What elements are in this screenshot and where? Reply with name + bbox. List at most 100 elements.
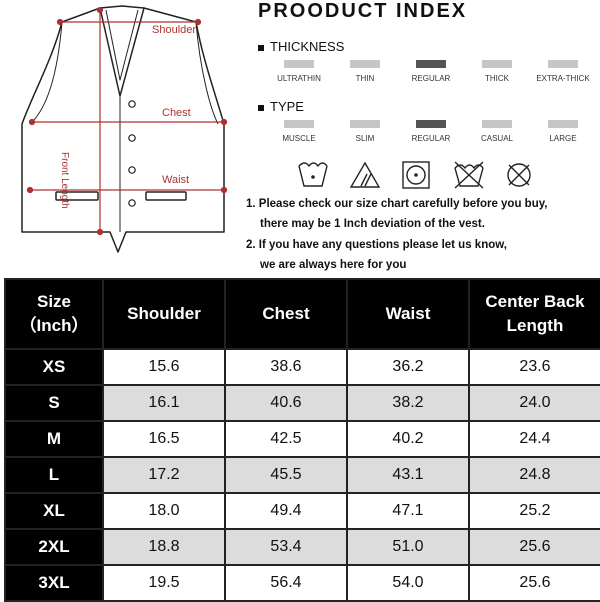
- waist-cell: 36.2: [346, 348, 470, 386]
- thickness-bar-selected: [416, 60, 446, 68]
- care-icons: [296, 160, 536, 192]
- front-length-label: Front Length: [59, 152, 70, 209]
- shoulder-cell: 15.6: [102, 348, 226, 386]
- size-cell: XL: [4, 492, 104, 530]
- table-row: XL 18.0 49.4 47.1 25.2: [4, 492, 600, 530]
- chest-cell: 38.6: [224, 348, 348, 386]
- no-dry-clean-icon: [454, 161, 484, 189]
- thickness-bar: [284, 60, 314, 68]
- type-option: SLIM: [332, 120, 398, 143]
- type-heading: TYPE: [258, 99, 304, 114]
- no-iron-icon: [507, 163, 531, 187]
- waist-cell: 38.2: [346, 384, 470, 422]
- note-1-line-2: there may be 1 Inch deviation of the ves…: [260, 218, 485, 230]
- note-2-line-1: 2. If you have any questions please let …: [246, 239, 507, 251]
- table-row: 2XL 18.8 53.4 51.0 25.6: [4, 528, 600, 566]
- type-bar: [482, 120, 512, 128]
- thickness-caption: THICK: [485, 74, 509, 83]
- note-1-line-1: 1. Please check our size chart carefully…: [246, 198, 548, 210]
- header-chest: Chest: [224, 278, 348, 350]
- vest-diagram: Shoulder Chest Waist Front Length: [0, 0, 240, 270]
- size-cell: L: [4, 456, 104, 494]
- size-cell: 2XL: [4, 528, 104, 566]
- chest-cell: 45.5: [224, 456, 348, 494]
- bullet-square-icon: [258, 44, 264, 51]
- chest-cell: 42.5: [224, 420, 348, 458]
- header-waist: Waist: [346, 278, 470, 350]
- type-bar: [350, 120, 380, 128]
- type-caption: SLIM: [355, 134, 375, 143]
- note-2-line-2: we are always here for you: [260, 259, 407, 271]
- thickness-caption: EXTRA-THICK: [536, 74, 590, 83]
- type-scale: MUSCLE SLIM REGULAR CASUAL LARGE: [266, 120, 596, 150]
- type-bar: [284, 120, 314, 128]
- product-index-title: PROODUCT INDEX: [258, 0, 468, 22]
- shoulder-cell: 18.0: [102, 492, 226, 530]
- length-cell: 24.0: [468, 384, 600, 422]
- thickness-bar: [548, 60, 578, 68]
- type-option: CASUAL: [464, 120, 530, 143]
- thickness-bar: [350, 60, 380, 68]
- waist-cell: 40.2: [346, 420, 470, 458]
- length-cell: 24.4: [468, 420, 600, 458]
- table-row: 3XL 19.5 56.4 54.0 25.6: [4, 564, 600, 602]
- size-cell: XS: [4, 348, 104, 386]
- chest-cell: 56.4: [224, 564, 348, 602]
- thickness-option: THICK: [464, 60, 530, 83]
- shoulder-cell: 18.8: [102, 528, 226, 566]
- size-cell: M: [4, 420, 104, 458]
- table-row: M 16.5 42.5 40.2 24.4: [4, 420, 600, 458]
- shoulder-label: Shoulder: [152, 24, 197, 36]
- thickness-caption: REGULAR: [411, 74, 451, 83]
- waist-cell: 47.1: [346, 492, 470, 530]
- shoulder-cell: 16.5: [102, 420, 226, 458]
- vest-illustration: [21, 5, 228, 253]
- length-cell: 24.8: [468, 456, 600, 494]
- thickness-option: ULTRATHIN: [266, 60, 332, 83]
- type-caption: CASUAL: [480, 134, 513, 143]
- shoulder-cell: 17.2: [102, 456, 226, 494]
- type-caption: MUSCLE: [282, 134, 316, 143]
- size-cell: S: [4, 384, 104, 422]
- length-cell: 25.6: [468, 564, 600, 602]
- bullet-square-icon: [258, 104, 264, 111]
- table-header-row: Size （Inch） Shoulder Chest Waist Center B…: [4, 278, 600, 350]
- thickness-option: THIN: [332, 60, 398, 83]
- type-option: MUSCLE: [266, 120, 332, 143]
- type-bar-selected: [416, 120, 446, 128]
- shoulder-cell: 16.1: [102, 384, 226, 422]
- thickness-heading-text: THICKNESS: [270, 39, 345, 54]
- thickness-option: EXTRA-THICK: [530, 60, 596, 83]
- chest-cell: 49.4: [224, 492, 348, 530]
- type-heading-text: TYPE: [270, 99, 304, 114]
- thickness-caption: THIN: [355, 74, 375, 83]
- length-cell: 23.6: [468, 348, 600, 386]
- length-cell: 25.6: [468, 528, 600, 566]
- type-caption: LARGE: [549, 134, 577, 143]
- waist-cell: 43.1: [346, 456, 470, 494]
- thickness-option-selected: REGULAR: [398, 60, 464, 83]
- table-row: S 16.1 40.6 38.2 24.0: [4, 384, 600, 422]
- length-cell: 25.2: [468, 492, 600, 530]
- thickness-caption: ULTRATHIN: [277, 74, 321, 83]
- header-center-back-length: Center Back Length: [468, 278, 600, 350]
- table-row: XS 15.6 38.6 36.2 23.6: [4, 348, 600, 386]
- table-row: L 17.2 45.5 43.1 24.8: [4, 456, 600, 494]
- no-bleach-icon: [349, 161, 381, 188]
- wash-30-icon: [298, 162, 328, 187]
- header-size-line-2: （Inch）: [19, 316, 89, 335]
- thickness-heading: THICKNESS: [258, 39, 344, 54]
- shoulder-cell: 19.5: [102, 564, 226, 602]
- header-shoulder: Shoulder: [102, 278, 226, 350]
- waist-cell: 51.0: [346, 528, 470, 566]
- thickness-scale: ULTRATHIN THIN REGULAR THICK EXTRA-THICK: [266, 60, 596, 90]
- type-option: LARGE: [530, 120, 596, 143]
- size-chart-table: Size （Inch） Shoulder Chest Waist Center B…: [4, 278, 600, 602]
- chest-cell: 53.4: [224, 528, 348, 566]
- waist-cell: 54.0: [346, 564, 470, 602]
- tumble-dry-icon: [402, 161, 430, 189]
- type-caption: REGULAR: [411, 134, 451, 143]
- header-size: Size （Inch）: [4, 278, 104, 350]
- header-length-line-2: Length: [506, 316, 564, 335]
- waist-label: Waist: [162, 174, 190, 186]
